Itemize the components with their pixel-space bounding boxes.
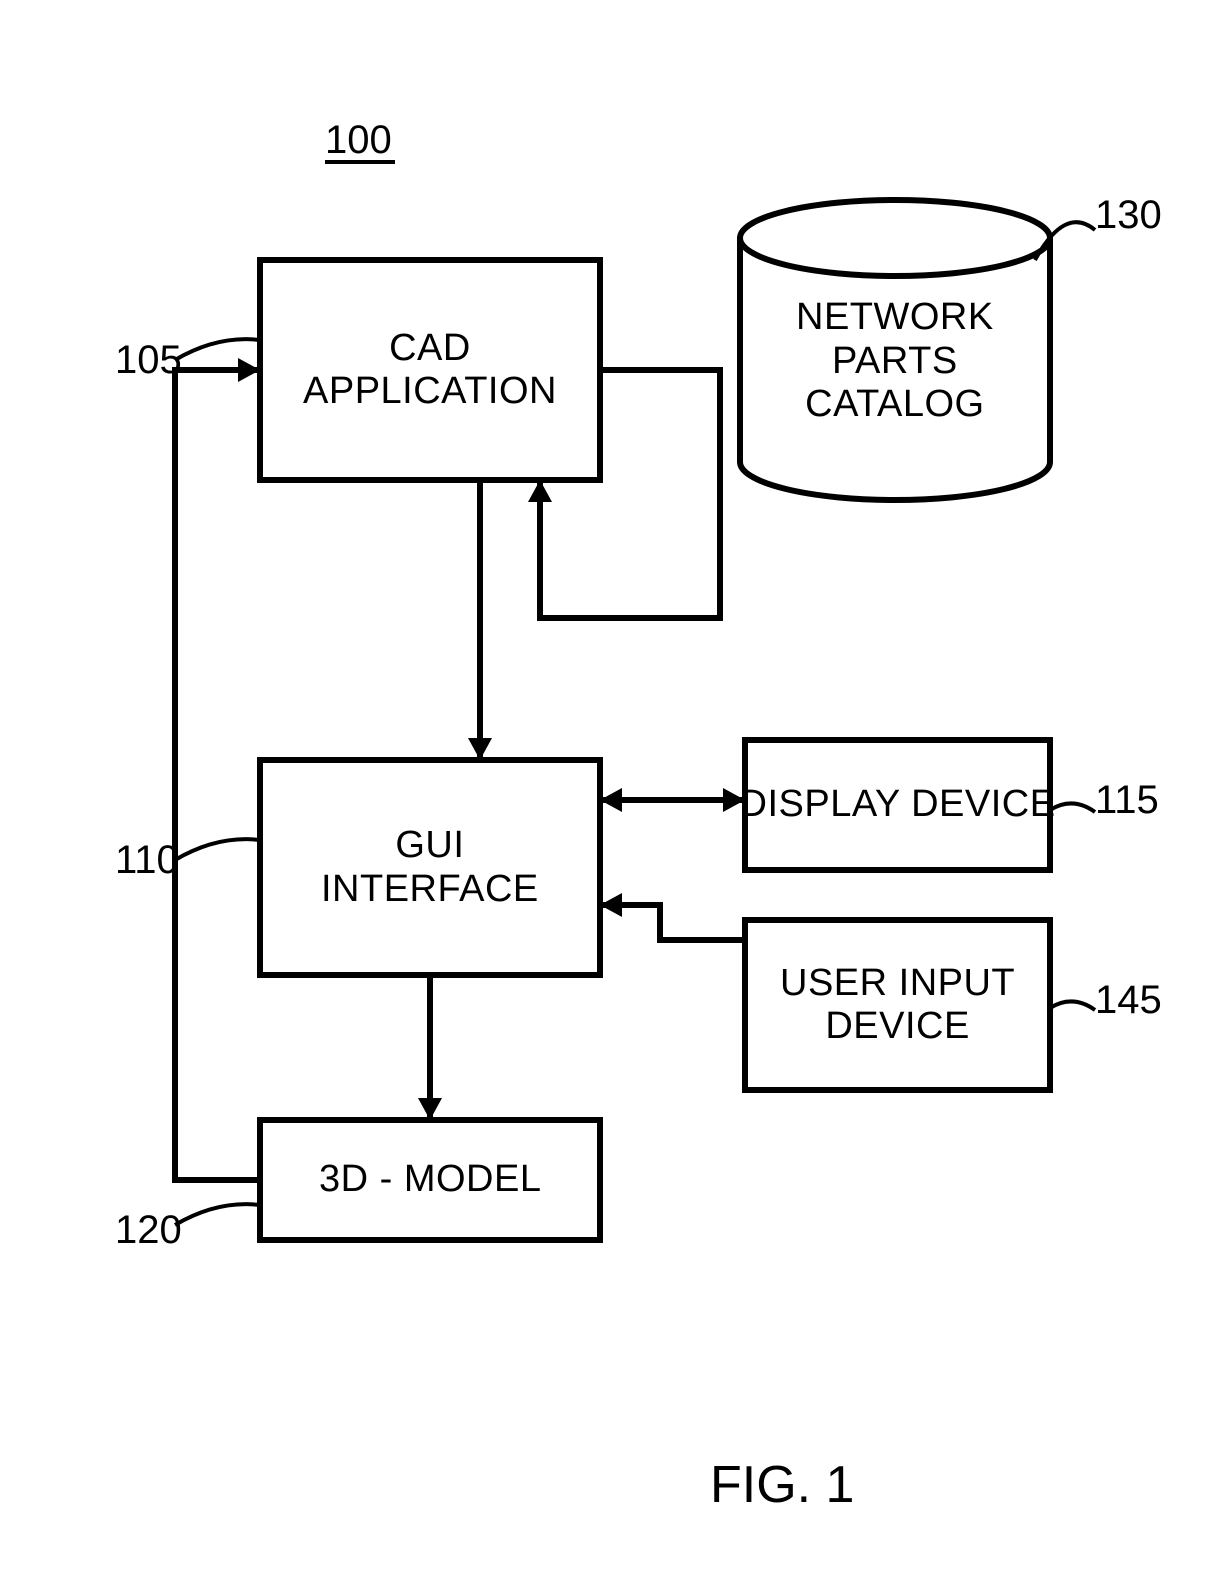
diagram-stage: 100CAD APPLICATION105GUI INTERFACE1103D … [0,0,1211,1596]
diagram-svg [0,0,1211,1596]
